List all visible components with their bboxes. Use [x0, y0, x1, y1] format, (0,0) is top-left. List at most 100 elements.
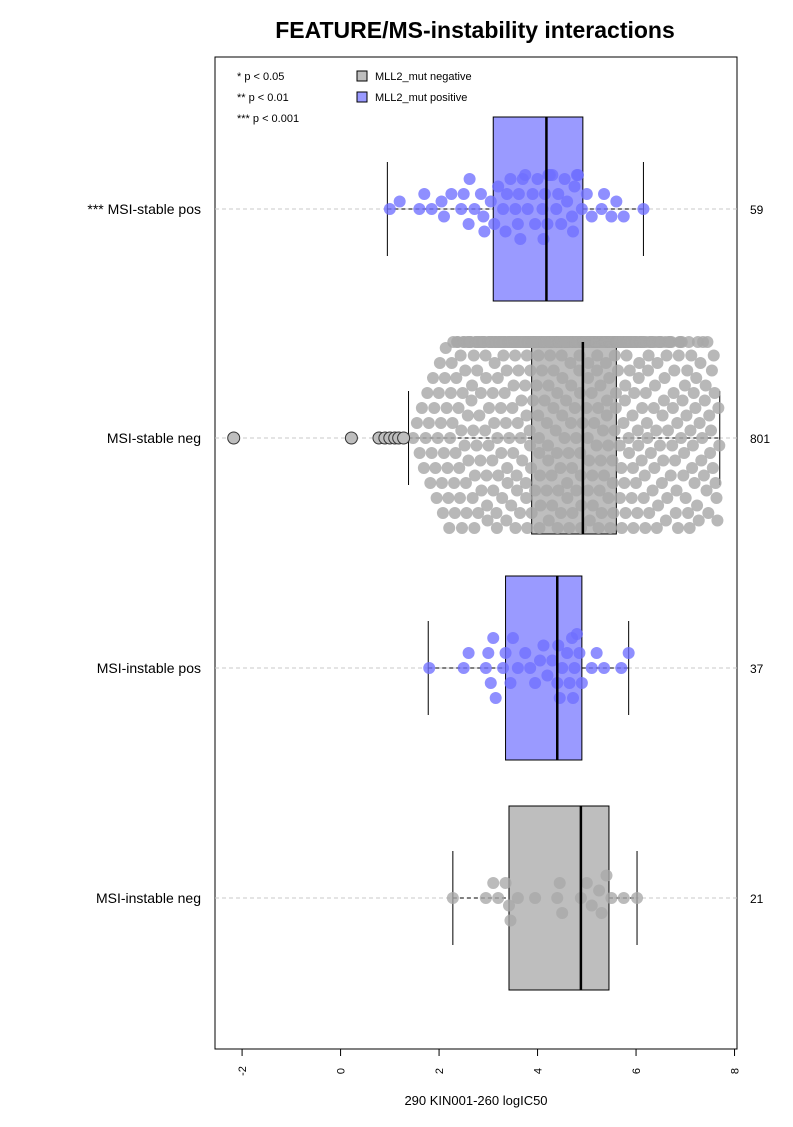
data-point	[514, 432, 527, 444]
data-point	[547, 402, 560, 414]
data-point	[534, 654, 547, 667]
data-point	[541, 669, 554, 682]
outlier-point	[344, 431, 358, 445]
data-point	[617, 892, 630, 904]
data-point	[499, 417, 512, 429]
data-point	[583, 454, 596, 467]
data-point	[601, 394, 614, 407]
data-point	[631, 507, 644, 519]
data-point	[514, 507, 527, 519]
data-point	[606, 454, 619, 467]
data-point	[609, 402, 622, 414]
data-point	[639, 387, 652, 399]
data-point	[713, 439, 726, 452]
data-point	[511, 218, 524, 230]
data-point	[670, 484, 683, 497]
data-point	[446, 417, 459, 429]
data-point	[567, 225, 580, 238]
data-point	[568, 180, 581, 193]
data-point	[644, 447, 657, 459]
data-point	[564, 357, 577, 369]
data-point	[591, 364, 604, 377]
data-point	[478, 225, 491, 238]
data-point	[448, 477, 461, 489]
data-point	[648, 379, 661, 392]
data-point	[527, 394, 540, 407]
data-point	[512, 364, 525, 377]
data-point	[457, 188, 470, 200]
data-point	[651, 357, 664, 369]
data-point	[629, 477, 642, 489]
data-point	[435, 477, 448, 489]
data-point	[499, 647, 512, 659]
data-point	[413, 203, 426, 215]
data-point	[657, 454, 670, 467]
data-point	[558, 173, 571, 185]
data-point	[529, 892, 542, 904]
data-point	[658, 372, 671, 384]
data-point	[488, 218, 501, 230]
data-point	[509, 349, 522, 362]
data-point	[490, 522, 503, 534]
data-point	[590, 647, 603, 659]
data-point	[688, 477, 701, 489]
data-point	[453, 492, 466, 504]
data-point	[558, 432, 571, 444]
data-point	[683, 522, 696, 534]
data-point	[602, 439, 615, 452]
data-point	[564, 417, 577, 429]
data-point	[489, 692, 502, 704]
data-point	[430, 492, 443, 504]
data-point	[499, 877, 512, 889]
data-point	[475, 484, 488, 497]
data-point	[618, 394, 631, 407]
data-point	[417, 462, 430, 474]
data-point	[454, 349, 467, 362]
data-point	[700, 484, 713, 497]
data-point	[477, 210, 490, 223]
data-point	[480, 469, 493, 482]
data-point	[445, 357, 458, 369]
data-point	[698, 394, 711, 407]
data-point	[479, 424, 492, 437]
data-point	[613, 492, 626, 504]
data-point	[570, 484, 583, 497]
data-point	[524, 364, 537, 377]
data-point	[482, 439, 495, 452]
data-point	[438, 372, 451, 384]
data-point	[686, 439, 699, 452]
data-point	[661, 424, 674, 437]
data-point	[434, 417, 447, 429]
data-point	[462, 454, 475, 467]
data-point	[703, 409, 716, 422]
data-point	[642, 349, 655, 362]
data-point	[505, 499, 518, 512]
data-point	[486, 387, 499, 399]
data-point	[671, 417, 684, 429]
data-point	[613, 439, 626, 452]
data-point	[556, 372, 569, 384]
data-point	[536, 364, 549, 377]
data-point	[560, 394, 573, 407]
data-point	[591, 349, 604, 362]
data-point	[678, 447, 691, 459]
data-point	[708, 387, 721, 399]
data-point	[632, 439, 645, 452]
x-axis-label: 290 KIN001-260 logIC50	[404, 1093, 547, 1108]
data-point	[693, 417, 706, 429]
data-point	[435, 195, 448, 208]
data-point	[563, 522, 576, 534]
data-point	[635, 454, 648, 467]
data-point	[497, 662, 510, 674]
data-point	[597, 469, 610, 482]
data-point	[608, 424, 621, 437]
data-point	[594, 379, 607, 392]
data-point	[446, 892, 459, 904]
data-point	[507, 379, 520, 392]
data-point	[685, 349, 698, 362]
data-point	[462, 647, 475, 659]
data-point	[608, 349, 621, 362]
data-point	[443, 522, 456, 534]
data-point	[510, 469, 523, 482]
